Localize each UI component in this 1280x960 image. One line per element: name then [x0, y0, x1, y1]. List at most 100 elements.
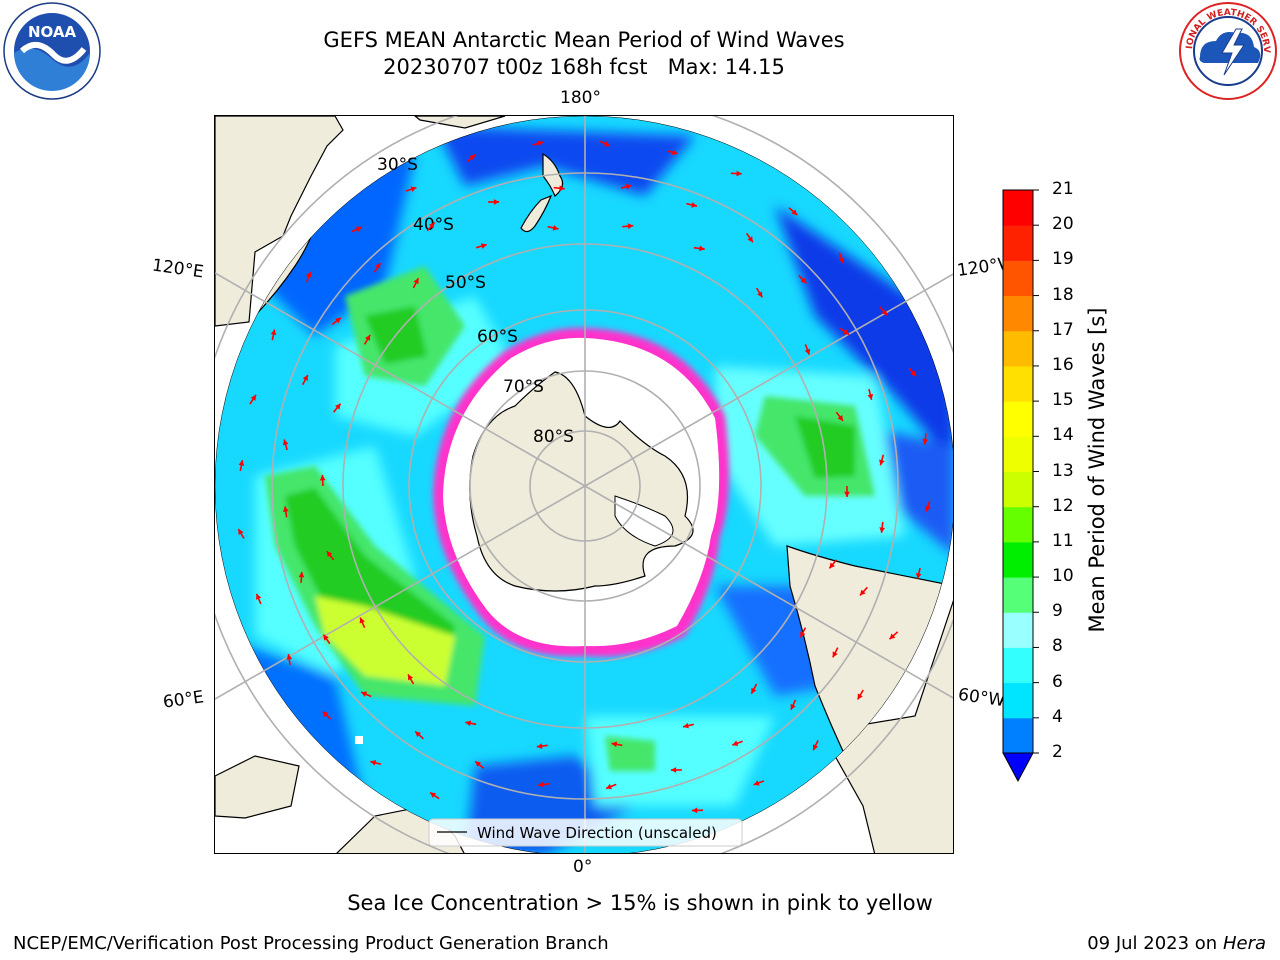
colorbar-tick-label: 19: [1052, 249, 1074, 270]
wave-arrow-head: [867, 394, 874, 400]
wave-arrow-head: [238, 529, 244, 536]
wave-arrow-head: [751, 687, 757, 694]
wave-arrow-head: [812, 744, 819, 751]
wave-arrow-head: [838, 257, 845, 264]
wave-arrow-head: [736, 170, 742, 177]
wave-arrow-head: [238, 460, 245, 466]
wave-arrow-head: [627, 223, 634, 230]
map-legend: Wind Wave Direction (unscaled): [428, 818, 743, 847]
colorbar-band: [1003, 295, 1033, 332]
colorbar-tick-label: 2: [1052, 742, 1063, 762]
wave-arrow-head: [611, 741, 618, 748]
colorbar-tick-label: 10: [1052, 566, 1074, 587]
wave-arrow-head: [375, 262, 381, 269]
lon-label-120e: 120°E: [150, 255, 205, 283]
wave-arrow-head: [430, 792, 437, 798]
wave-arrow-head: [843, 329, 850, 335]
wave-arrow-head: [606, 783, 613, 790]
wave-arrow-head: [302, 374, 308, 381]
wave-arrow-head: [559, 185, 565, 192]
wind-wave-arrows: [237, 140, 931, 814]
footer-date: 09 Jul 2023 on Hera: [1087, 933, 1266, 954]
wave-arrow-head: [480, 243, 487, 249]
noaa-logo: NOAA: [3, 2, 101, 100]
lat-label-80s: 80°S: [533, 427, 574, 447]
wave-arrow-head: [925, 505, 931, 512]
colorbar-band: [1003, 717, 1033, 754]
lon-label-0: 0°: [573, 857, 593, 877]
wave-arrow-head: [413, 278, 419, 285]
wave-arrow-head: [732, 740, 739, 746]
wave-arrow-head: [415, 731, 422, 738]
colorbar-band: [1003, 612, 1033, 648]
map-panel: 30°S 40°S 50°S 60°S 70°S 80°S Wind Wave …: [214, 115, 954, 854]
colorbar-tick-label: 8: [1052, 636, 1063, 657]
wave-arrow-head: [604, 141, 611, 147]
colorbar-tick-label: 4: [1052, 706, 1063, 727]
colorbar-tick-label: 14: [1052, 425, 1074, 446]
wave-arrow-head: [361, 691, 368, 697]
colorbar-tick-label: 17: [1052, 319, 1074, 340]
colorbar-tick-label: 15: [1052, 390, 1074, 411]
lat-label-50s: 50°S: [445, 273, 486, 293]
wave-arrow-head: [326, 551, 333, 558]
lon-label-180: 180°: [560, 88, 601, 108]
legend-label: Wind Wave Direction (unscaled): [477, 824, 717, 842]
colorbar-extend-min: [1002, 752, 1034, 783]
colorbar-band: [1003, 436, 1033, 472]
wave-arrow-head: [286, 654, 293, 660]
colorbar-band: [1003, 577, 1033, 613]
colorbar-label: Mean Period of Wind Waves [s]: [1085, 307, 1109, 633]
wave-arrow-head: [915, 572, 922, 579]
wave-arrow-head: [536, 743, 543, 749]
colorbar-band: [1003, 330, 1033, 367]
polar-map: 30°S 40°S 50°S 60°S 70°S 80°S Wind Wave …: [215, 116, 953, 853]
sea-ice-caption: Sea Ice Concentration > 15% is shown in …: [347, 891, 933, 915]
colorbar-tick-label: 9: [1052, 601, 1063, 622]
wave-arrow-head: [537, 140, 544, 147]
lat-label-30s: 30°S: [377, 155, 418, 175]
footer-host: Hera: [1222, 933, 1266, 954]
wave-arrow-head: [889, 633, 896, 640]
wave-arrow-head: [800, 631, 806, 638]
wave-arrow-head: [364, 334, 371, 341]
colorbar-band: [1003, 190, 1033, 226]
wave-arrow-head: [844, 491, 850, 497]
wave-arrow-head: [255, 593, 262, 600]
wave-arrow-head: [282, 506, 289, 513]
wave-arrow-head: [753, 780, 760, 786]
nws-logo: NATIONAL WEATHER SERVICE: [1178, 1, 1277, 100]
wave-arrow-head: [879, 459, 885, 466]
wave-arrow-head: [335, 403, 341, 410]
wave-arrow-head: [691, 807, 698, 814]
wave-arrow-head: [832, 651, 838, 658]
wave-arrow-head: [757, 291, 763, 298]
wave-arrow-head: [670, 767, 677, 773]
colorbar-tick-label: 16: [1052, 354, 1074, 375]
wave-arrow-head: [671, 149, 678, 156]
longitude-graticule: [215, 116, 953, 853]
wave-arrow-head: [538, 781, 544, 788]
wave-arrow-head: [355, 226, 362, 232]
wave-arrow-head: [335, 317, 341, 324]
wave-arrow-head: [922, 438, 929, 445]
plot-subtitle: 20230707 t00z 168h fcst Max: 14.15: [383, 55, 785, 79]
wave-arrow-head: [493, 199, 500, 205]
wave-arrow-head: [298, 571, 305, 578]
colorbar-band: [1003, 365, 1033, 402]
wave-arrow-head: [881, 309, 888, 316]
wave-arrow-head: [857, 693, 863, 700]
colorbar-tick-label: 21: [1052, 179, 1074, 199]
colorbar-tick-label: 13: [1052, 460, 1074, 481]
lon-label-60e: 60°E: [161, 687, 206, 713]
colorbar-band: [1003, 225, 1033, 261]
wave-arrow-head: [429, 222, 435, 229]
wave-arrow-head: [683, 722, 689, 729]
wave-arrow-head: [322, 711, 329, 718]
colorbar-band: [1003, 647, 1033, 684]
wave-arrow-head: [359, 617, 365, 624]
wave-arrow-head: [829, 562, 836, 569]
wave-arrow-head: [319, 475, 326, 481]
wave-arrow-head: [800, 277, 807, 284]
footer-date-text: 09 Jul 2023 on: [1087, 933, 1223, 954]
